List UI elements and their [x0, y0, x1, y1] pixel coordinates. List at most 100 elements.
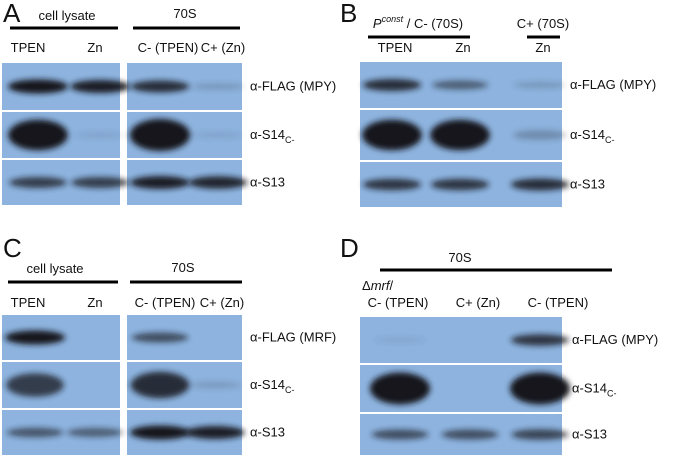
lane-label: TPEN: [11, 295, 46, 310]
lane-label: Zn: [87, 295, 102, 310]
lane-label: C- (TPEN): [138, 40, 199, 55]
title-part: / C- (70S): [403, 16, 463, 31]
antibody-label: α-S13: [570, 177, 605, 192]
band: [130, 119, 190, 151]
band: [362, 79, 422, 91]
band: [371, 429, 429, 440]
label-text: α-FLAG (MRF): [250, 330, 336, 345]
band: [130, 80, 190, 93]
label-text: α-FLAG (MPY): [570, 77, 656, 92]
antibody-label: α-FLAG (MRF): [250, 330, 336, 345]
band: [373, 337, 427, 343]
lane-label: C+ (Zn): [200, 295, 244, 310]
group-title: 70S: [173, 6, 196, 21]
band: [431, 178, 489, 191]
band: [510, 178, 570, 191]
band: [73, 132, 127, 138]
band: [430, 119, 490, 151]
band: [130, 425, 190, 440]
label-text: α-S14: [570, 127, 605, 142]
label-sub: C-: [607, 389, 617, 399]
lane-label: C- (TPEN): [368, 295, 429, 310]
band: [513, 130, 567, 140]
band: [67, 428, 123, 437]
panel: B Pconst / C- (70S) TPEN Zn C+ (70S) Zn α-FLAG…: [340, 0, 656, 207]
lane-label: C+ (Zn): [201, 40, 245, 55]
antibody-label: α-FLAG (MPY): [250, 79, 336, 94]
band: [191, 83, 245, 90]
label-text: α-S13: [570, 177, 605, 192]
title-italic: P: [373, 16, 382, 31]
band: [370, 372, 430, 405]
band: [511, 334, 569, 346]
title-part: Δ: [362, 278, 371, 293]
label-text: α-S14: [250, 127, 285, 142]
group-title: 70S: [171, 260, 194, 275]
band: [363, 178, 421, 191]
band: [6, 373, 64, 397]
lane-label: TPEN: [11, 40, 46, 55]
lane-label: C- (TPEN): [528, 295, 589, 310]
label-text: α-S13: [250, 425, 285, 440]
band: [5, 330, 65, 345]
band: [9, 177, 67, 188]
panel-letter: C: [3, 233, 22, 263]
lane-label: Zn: [535, 40, 550, 55]
band: [130, 371, 190, 399]
antibody-label: α-S14C-: [250, 127, 294, 145]
lane-label: Zn: [87, 40, 102, 55]
panel-letter: B: [340, 0, 357, 28]
band: [8, 119, 68, 151]
band: [71, 177, 129, 188]
antibody-label: α-FLAG (MPY): [572, 332, 658, 347]
band: [70, 80, 130, 93]
label-sub: C-: [605, 135, 615, 145]
label-text: α-S13: [572, 427, 607, 442]
group-title: Δmrf/: [362, 278, 393, 293]
band: [510, 372, 570, 405]
antibody-label: α-FLAG (MPY): [570, 77, 656, 92]
title-italic: mrf: [371, 278, 391, 293]
band: [441, 429, 499, 440]
band: [191, 132, 245, 138]
lane-label: Zn: [455, 40, 470, 55]
antibody-label: α-S13: [250, 425, 285, 440]
panel-letter: D: [340, 233, 359, 263]
band: [188, 381, 242, 389]
label-text: α-FLAG (MPY): [250, 79, 336, 94]
band: [8, 79, 68, 94]
band: [511, 429, 569, 440]
lane-label: TPEN: [378, 40, 413, 55]
band: [432, 80, 488, 90]
band: [513, 82, 567, 88]
lane-label: C+ (Zn): [456, 295, 500, 310]
group-title: C+ (70S): [517, 16, 569, 31]
antibody-label: α-S14C-: [570, 127, 614, 145]
antibody-label: α-S14C-: [572, 381, 616, 399]
antibody-label: α-S13: [250, 175, 285, 190]
band: [362, 119, 422, 151]
group-title: Pconst / C- (70S): [373, 14, 463, 31]
title-part: /: [389, 278, 393, 293]
band: [188, 176, 248, 189]
group-title: cell lysate: [38, 8, 95, 23]
band: [185, 426, 245, 439]
antibody-label: α-S14C-: [250, 377, 294, 395]
title-sup: const: [382, 14, 404, 24]
panel-title: 70S: [448, 250, 471, 265]
band: [130, 176, 190, 189]
label-text: α-S14: [572, 381, 607, 396]
label-sub: C-: [285, 135, 295, 145]
label-text: α-FLAG (MPY): [572, 332, 658, 347]
lane-label: C- (TPEN): [135, 295, 196, 310]
antibody-label: α-S13: [572, 427, 607, 442]
label-sub: C-: [285, 385, 295, 395]
band: [131, 332, 189, 343]
group-title: cell lysate: [26, 261, 83, 276]
panel-letter: A: [3, 0, 21, 28]
band: [6, 427, 64, 438]
